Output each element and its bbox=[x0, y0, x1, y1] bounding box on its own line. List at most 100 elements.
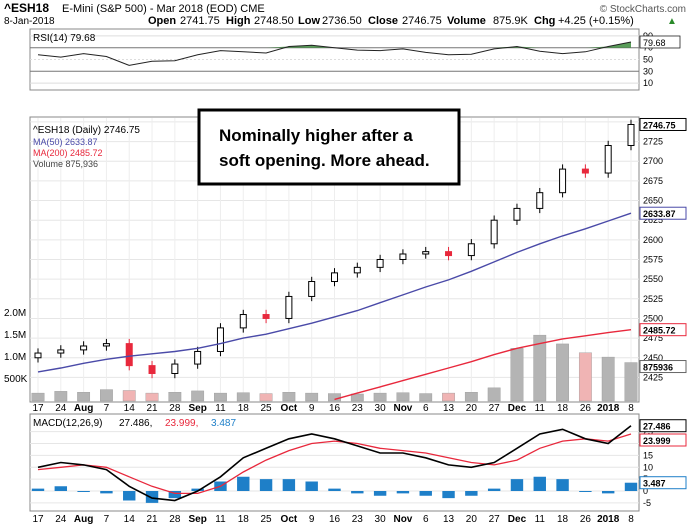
rsi-y-tick: 30 bbox=[643, 66, 653, 76]
candle-body bbox=[285, 295, 293, 319]
close-label: Close bbox=[368, 15, 398, 27]
price-x-tick: 26 bbox=[580, 403, 592, 414]
macd-x-tick: Aug bbox=[74, 514, 93, 525]
price-x-tick: 14 bbox=[124, 403, 136, 414]
candle-body bbox=[445, 251, 453, 257]
candle-body bbox=[513, 207, 521, 221]
macd-tag bbox=[639, 419, 687, 433]
macd-x-tick: 27 bbox=[489, 514, 501, 525]
volume-label: Volume bbox=[447, 15, 486, 27]
macd-x-tick: 18 bbox=[557, 514, 569, 525]
candle-body bbox=[34, 352, 42, 359]
price-x-tick: 18 bbox=[238, 403, 250, 414]
macd-x-tick: 23 bbox=[352, 514, 364, 525]
price-x-tick: 28 bbox=[169, 403, 181, 414]
price-x-tick: 17 bbox=[32, 403, 44, 414]
volume-bar bbox=[236, 392, 250, 402]
low-value: 2736.50 bbox=[322, 15, 362, 27]
macd-panel-frame bbox=[29, 413, 640, 512]
candle-body bbox=[125, 343, 133, 367]
last-price-tag-text: 2746.75 bbox=[643, 120, 676, 130]
macd-x-tick: 8 bbox=[628, 514, 634, 525]
candle-body bbox=[194, 350, 202, 365]
volume-bar bbox=[145, 392, 159, 402]
macd-x-tick: 18 bbox=[238, 514, 250, 525]
macd-x-tick: 11 bbox=[535, 514, 546, 525]
open-value: 2741.75 bbox=[180, 15, 220, 27]
candle-body bbox=[171, 363, 179, 374]
stockcharts-credit: © StockCharts.com bbox=[600, 4, 686, 15]
volume-bar bbox=[282, 392, 296, 402]
macd-x-tick: 28 bbox=[169, 514, 181, 525]
candle-body bbox=[604, 145, 612, 174]
histogram-tag bbox=[639, 476, 687, 490]
macd-histogram-bar bbox=[465, 491, 478, 496]
histogram-tag-text: 3.487 bbox=[643, 479, 666, 489]
macd-histogram-bar bbox=[54, 486, 68, 491]
macd-histogram-bar bbox=[419, 491, 432, 496]
chg-label: Chg bbox=[534, 15, 555, 27]
macd-x-tick: 20 bbox=[466, 514, 478, 525]
ma200-line bbox=[334, 329, 632, 401]
macd-x-tick: 13 bbox=[443, 514, 455, 525]
price-panel: 2425 2450 2475 2500 2525 2550 2575 2600 2625 2650… bbox=[4, 117, 687, 402]
volume-y-tick: 2.0M bbox=[4, 308, 26, 319]
volume-bar bbox=[442, 392, 455, 402]
macd-x-tick: 14 bbox=[124, 514, 136, 525]
price-x-tick: 2018 bbox=[597, 403, 620, 414]
macd-x-tick: Sep bbox=[188, 514, 206, 525]
volume-bar bbox=[510, 348, 524, 402]
price-x-tick: 13 bbox=[443, 403, 455, 414]
price-x-tick: 16 bbox=[329, 403, 341, 414]
volume-tag bbox=[639, 360, 687, 374]
rsi-y-tick: 10 bbox=[643, 78, 653, 88]
price-x-tick: 11 bbox=[215, 403, 226, 414]
ma50-tag-text: 2633.87 bbox=[643, 209, 676, 219]
macd-histogram-bar bbox=[191, 488, 204, 491]
candle-body bbox=[331, 272, 338, 283]
volume-bar bbox=[601, 356, 615, 402]
volume-tag-text: 875936 bbox=[643, 363, 673, 373]
macd-histogram-bar bbox=[305, 481, 318, 491]
annotation-box bbox=[197, 108, 461, 186]
macd-x-tick: Dec bbox=[508, 514, 527, 525]
volume-bar bbox=[54, 391, 68, 402]
macd-x-tick: 21 bbox=[146, 514, 158, 525]
macd-y-tick: 0 bbox=[643, 486, 648, 496]
candle-body bbox=[559, 168, 567, 194]
macd-histogram-bar bbox=[373, 491, 387, 496]
macd-x-tick: 16 bbox=[329, 514, 341, 525]
x-axes: 17 24 Aug 7 14 21 28 Sep 11 18 25 Oct 9 16 23 30 Nov 6 13 2… bbox=[32, 403, 634, 525]
macd-x-tick: 11 bbox=[215, 514, 226, 525]
macd-histogram-bar bbox=[510, 479, 524, 491]
annotation-line-2: soft opening. More ahead. bbox=[219, 151, 430, 170]
volume-bar bbox=[31, 392, 45, 402]
price-x-tick: Sep bbox=[188, 403, 206, 414]
candle-body bbox=[490, 219, 498, 245]
price-x-tick: 18 bbox=[557, 403, 569, 414]
price-y-tick: 2675 bbox=[643, 176, 663, 186]
price-legend-volume: Volume 875,936 bbox=[33, 159, 98, 169]
candle-body bbox=[239, 314, 247, 329]
price-y-tick: 2500 bbox=[643, 313, 663, 323]
macd-y-tick: 10 bbox=[643, 462, 653, 472]
annotation-line-1: Nominally higher after a bbox=[219, 126, 413, 145]
candle-body bbox=[216, 327, 224, 352]
macd-histogram-bar bbox=[533, 476, 546, 491]
macd-x-tick: 2018 bbox=[597, 514, 620, 525]
open-label: Open bbox=[148, 15, 176, 27]
low-label: Low bbox=[298, 15, 320, 27]
volume-y-tick: 1.5M bbox=[4, 330, 26, 341]
macd-x-tick: 6 bbox=[423, 514, 429, 525]
candle-body bbox=[308, 281, 316, 297]
candle-body bbox=[57, 349, 65, 354]
price-x-tick: Dec bbox=[508, 403, 527, 414]
price-x-tick: 25 bbox=[261, 403, 273, 414]
volume-bar bbox=[373, 392, 387, 402]
macd-histogram-bar bbox=[442, 491, 455, 499]
price-legend-ma200: MA(200) 2485.72 bbox=[33, 148, 103, 158]
macd-histogram-bar bbox=[487, 488, 501, 491]
macd-y-tick: 15 bbox=[643, 450, 653, 460]
price-x-tick: 20 bbox=[466, 403, 478, 414]
volume-bar bbox=[487, 387, 501, 402]
